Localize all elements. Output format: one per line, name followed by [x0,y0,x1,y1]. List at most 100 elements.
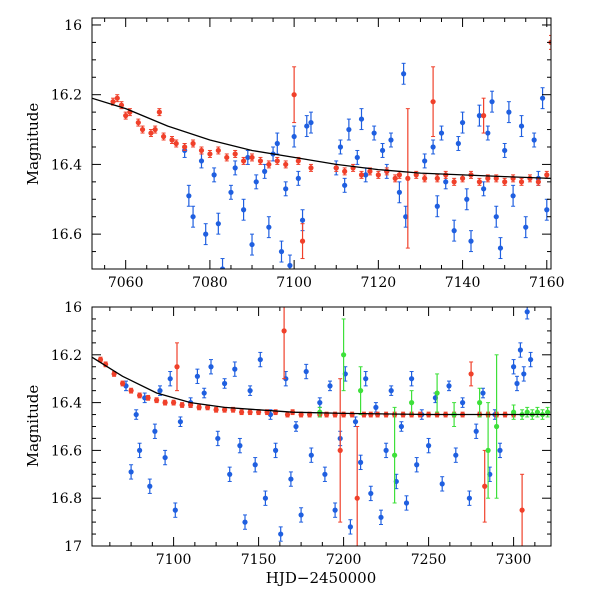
red-data-point [239,409,245,415]
blue-data-point [354,154,360,161]
blue-data-point [358,116,365,122]
red-data-point [256,409,262,415]
red-data-point [518,179,525,185]
red-data-point [128,388,134,394]
blue-data-point [473,428,479,434]
blue-data-point [222,380,228,387]
red-data-point [169,137,175,143]
blue-data-point [262,495,268,501]
red-data-point [333,165,339,171]
blue-data-point [510,193,516,199]
y-tick-label: 16.4 [51,157,82,173]
red-data-point [482,483,488,489]
blue-data-point [409,376,415,382]
red-data-point [156,109,162,115]
blue-data-point [227,471,233,477]
red-data-point [367,168,373,174]
blue-data-point [219,266,226,269]
red-data-point [413,172,419,178]
red-data-point [274,158,280,164]
blue-data-point [133,411,139,418]
red-data-point [137,392,143,399]
blue-data-point [162,454,168,461]
blue-data-point [544,207,550,213]
blue-data-point [464,196,470,202]
red-data-point [240,158,247,164]
blue-data-point [215,221,221,227]
blue-data-point [291,133,297,140]
blue-data-point [493,214,499,220]
red-data-point [485,175,491,181]
blue-data-point [363,172,369,178]
red-data-point [123,113,129,119]
red-data-point [430,99,436,105]
x-tick-label: 7100 [276,275,312,291]
red-data-point [368,411,374,418]
red-data-point [103,361,109,367]
green-data-point [494,423,500,430]
red-data-point [281,328,287,334]
blue-data-point [352,419,359,425]
blue-data-point [422,158,428,164]
red-data-point [224,154,230,161]
red-data-point [434,175,440,181]
blue-data-point [198,158,205,164]
x-tick-label: 7140 [445,275,481,291]
y-tick-label: 16.6 [51,443,82,459]
red-data-point [114,95,120,101]
blue-data-point [249,241,255,248]
blue-data-point [531,137,537,143]
blue-data-point [295,175,301,181]
blue-data-point [299,217,306,223]
green-data-point [510,409,517,415]
blue-data-point [403,500,410,506]
blue-data-point [446,383,452,389]
blue-data-point [152,428,158,434]
red-data-point [179,402,185,408]
x-tick-label: 7250 [411,552,447,568]
red-data-point [152,126,158,133]
red-data-point [222,407,228,413]
red-data-point [283,161,289,168]
red-data-point [257,158,264,164]
blue-data-point [497,447,503,453]
blue-data-point [466,495,472,501]
blue-data-point [388,137,394,143]
blue-data-point [510,364,517,370]
x-tick-label: 7080 [192,275,228,291]
blue-data-point [237,443,243,449]
blue-data-point [430,144,436,150]
x-tick-label: 7120 [361,275,397,291]
blue-data-point [317,400,323,406]
blue-data-point [177,419,183,425]
blue-data-point [363,376,369,382]
x-tick-label: 7160 [529,275,565,291]
x-tick-label: 7200 [326,552,362,568]
bottom-panel-xlabel: HJD−2450000 [266,569,377,587]
series-blue-top [182,62,550,269]
blue-data-point [438,130,445,136]
top-panel-ylabel: Magnitude [24,103,42,186]
blue-data-point [480,390,486,396]
red-data-point [135,119,141,126]
blue-data-point [378,514,384,520]
blue-data-point [489,99,495,105]
blue-data-point [283,186,289,192]
red-data-point [299,238,306,244]
red-data-point [375,411,381,418]
y-tick-label: 17 [64,539,82,555]
blue-data-point [308,119,314,126]
blue-data-point [147,483,153,489]
blue-data-point [439,481,445,487]
x-tick-label: 7060 [108,275,144,291]
red-data-point [342,168,348,174]
blue-data-point [426,443,432,449]
blue-data-point [485,130,491,136]
y-tick-label: 16.6 [51,227,82,243]
model-curve-bottom [92,356,551,416]
green-data-point [524,409,530,415]
red-data-point [349,411,355,418]
red-data-point [188,402,194,408]
red-data-point [476,179,483,185]
blue-data-point [539,95,546,101]
